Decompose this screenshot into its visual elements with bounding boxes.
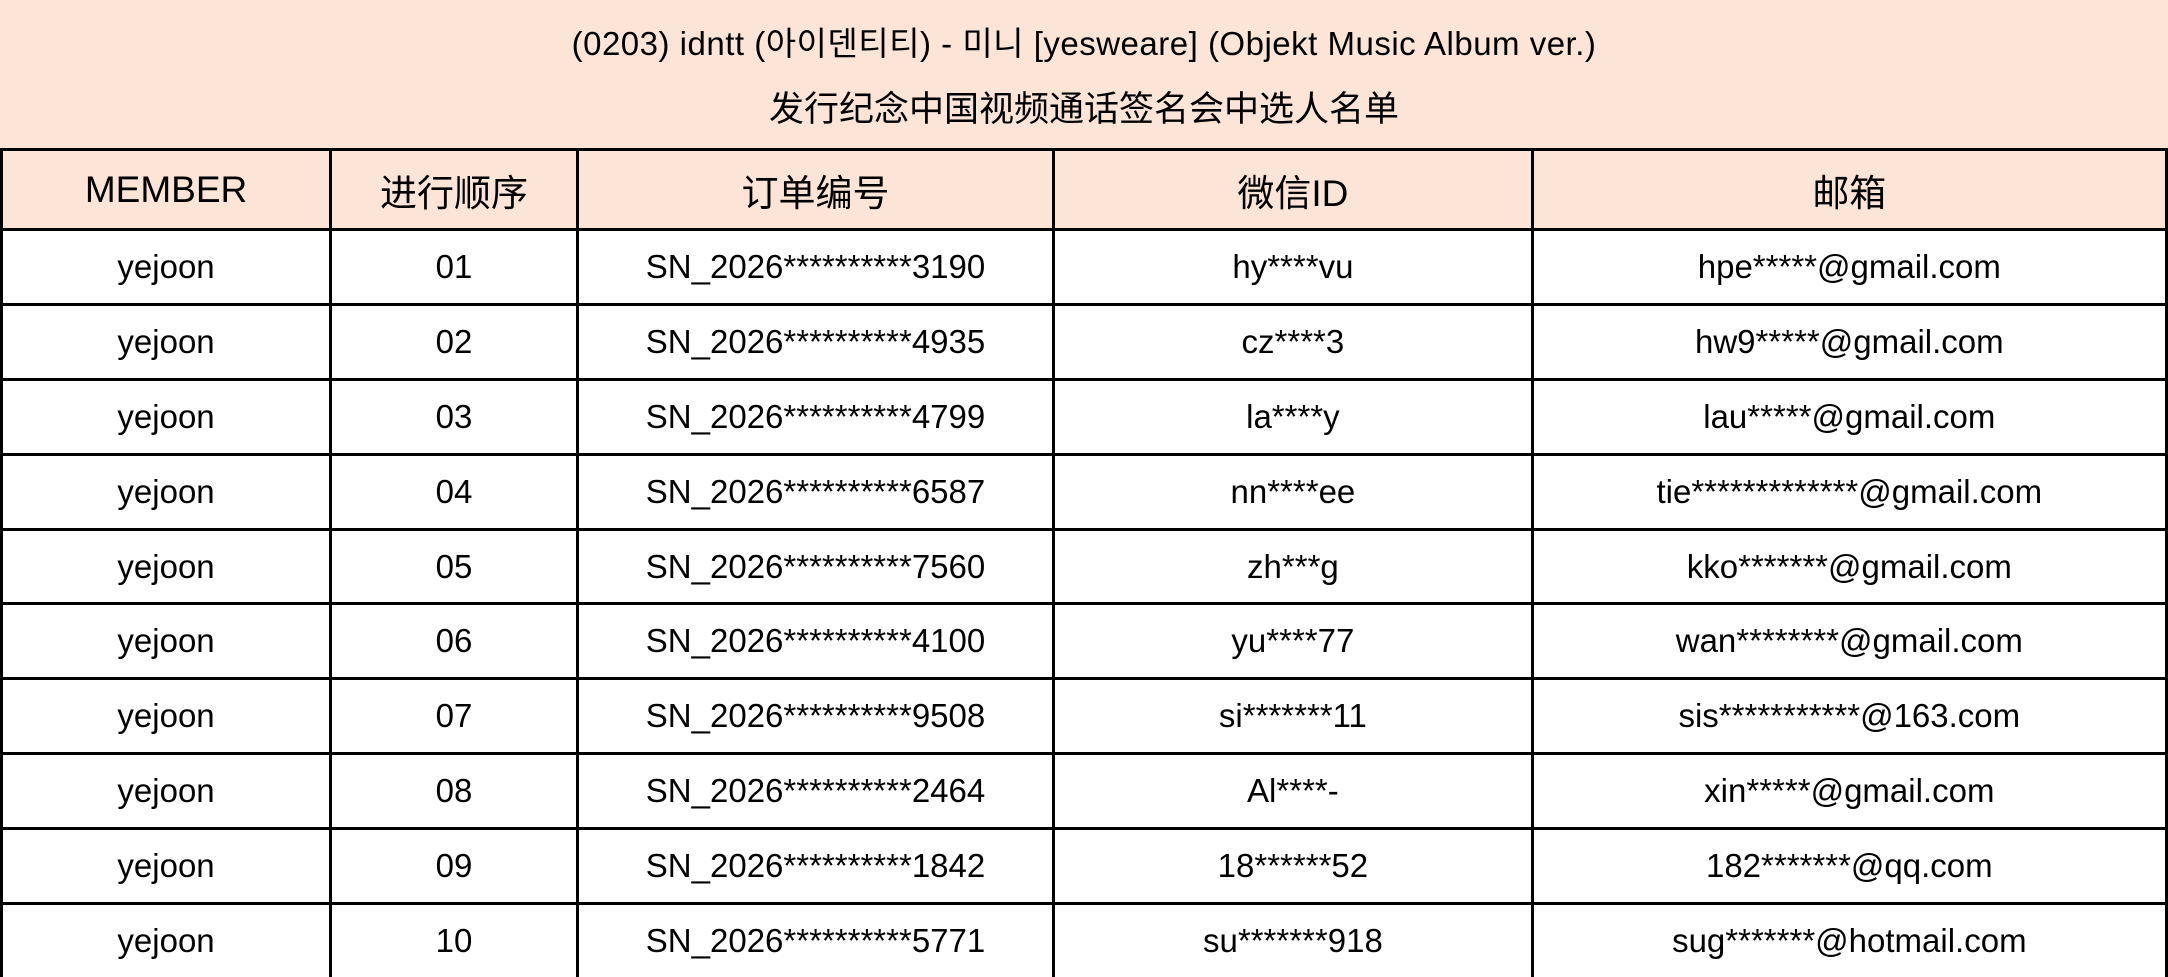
cell-member: yejoon: [0, 302, 333, 381]
cell-email: wan********@gmail.com: [1530, 602, 2168, 681]
document-title: (0203) idntt (아이덴티티) - 미니 [yesweare] (Ob…: [0, 0, 2168, 148]
table-row: yejoon 08 SN_2026**********2464 Al****- xin*…: [0, 752, 2168, 831]
cell-order: 02: [329, 302, 579, 381]
cell-order-number: SN_2026**********2464: [575, 752, 1056, 831]
cell-member: yejoon: [0, 827, 333, 906]
cell-order-number: SN_2026**********4799: [575, 377, 1056, 456]
cell-member: yejoon: [0, 228, 333, 306]
cell-order-number: SN_2026**********5771: [575, 902, 1056, 977]
cell-order-number: SN_2026**********4100: [575, 602, 1056, 681]
cell-order: 08: [329, 752, 579, 831]
cell-email: 182*******@qq.com: [1530, 827, 2168, 906]
table-row: yejoon 09 SN_2026**********1842 18******52 1…: [0, 827, 2168, 906]
title-line-2: 发行纪念中国视频通话签名会中选人名单: [768, 89, 1399, 129]
title-line-1: (0203) idntt (아이덴티티) - 미니 [yesweare] (Ob…: [571, 24, 1597, 62]
table-row: yejoon 10 SN_2026**********5771 su*******91…: [0, 902, 2168, 977]
cell-order-number: SN_2026**********4935: [575, 302, 1056, 381]
cell-order: 01: [329, 228, 579, 306]
cell-wechat-id: 18******52: [1052, 827, 1534, 906]
cell-order-number: SN_2026**********6587: [575, 452, 1056, 531]
table-row: yejoon 03 SN_2026**********4799 la****y lau*…: [0, 377, 2168, 456]
cell-wechat-id: yu****77: [1052, 602, 1534, 681]
table-row: yejoon 06 SN_2026**********4100 yu****77 wan…: [0, 602, 2168, 681]
cell-email: kko*******@gmail.com: [1530, 527, 2168, 606]
cell-member: yejoon: [0, 752, 333, 831]
col-header-order-number: 订单编号: [575, 148, 1056, 231]
cell-order-number: SN_2026**********1842: [575, 827, 1056, 906]
cell-wechat-id: la****y: [1052, 377, 1534, 456]
cell-order: 05: [329, 527, 579, 606]
table-header: MEMBER 进行顺序 订单编号 微信ID 邮箱: [0, 148, 2168, 231]
cell-email: tie*************@gmail.com: [1530, 452, 2168, 531]
col-header-member: MEMBER: [0, 148, 333, 231]
table-row: yejoon 05 SN_2026**********7560 zh***g kko**…: [0, 527, 2168, 606]
cell-order: 06: [329, 602, 579, 681]
cell-member: yejoon: [0, 602, 333, 681]
cell-member: yejoon: [0, 902, 333, 977]
cell-order: 07: [329, 677, 579, 756]
cell-member: yejoon: [0, 452, 333, 531]
cell-wechat-id: zh***g: [1052, 527, 1534, 606]
cell-email: lau*****@gmail.com: [1530, 377, 2168, 456]
cell-order: 04: [329, 452, 579, 531]
cell-order: 10: [329, 902, 579, 977]
cell-order: 03: [329, 377, 579, 456]
cell-wechat-id: si*******11: [1052, 677, 1534, 756]
cell-order-number: SN_2026**********9508: [575, 677, 1056, 756]
cell-wechat-id: su*******918: [1052, 902, 1534, 977]
winner-table: MEMBER 进行顺序 订单编号 微信ID 邮箱 yejoon 01 SN_2026…: [0, 148, 2168, 977]
cell-email: hw9*****@gmail.com: [1530, 302, 2168, 381]
cell-order-number: SN_2026**********3190: [575, 228, 1056, 306]
col-header-wechat-id: 微信ID: [1052, 148, 1534, 231]
cell-wechat-id: hy****vu: [1052, 228, 1534, 306]
cell-member: yejoon: [0, 677, 333, 756]
col-header-email: 邮箱: [1530, 148, 2168, 231]
cell-email: xin*****@gmail.com: [1530, 752, 2168, 831]
cell-order-number: SN_2026**********7560: [575, 527, 1056, 606]
cell-order: 09: [329, 827, 579, 906]
cell-member: yejoon: [0, 527, 333, 606]
cell-wechat-id: nn****ee: [1052, 452, 1534, 531]
table-row: yejoon 02 SN_2026**********4935 cz****3 hw9*…: [0, 302, 2168, 381]
table-row: yejoon 07 SN_2026**********9508 si*******11…: [0, 677, 2168, 756]
cell-wechat-id: cz****3: [1052, 302, 1534, 381]
table-row: yejoon 01 SN_2026**********3190 hy****vu hpe…: [0, 228, 2168, 306]
cell-wechat-id: Al****-: [1052, 752, 1534, 831]
header-row: MEMBER 进行顺序 订单编号 微信ID 邮箱: [0, 148, 2168, 231]
col-header-order: 进行顺序: [329, 148, 579, 231]
table-body: yejoon 01 SN_2026**********3190 hy****vu hpe…: [0, 228, 2168, 977]
cell-email: sug*******@hotmail.com: [1530, 902, 2168, 977]
cell-email: sis***********@163.com: [1530, 677, 2168, 756]
cell-email: hpe*****@gmail.com: [1530, 228, 2168, 306]
cell-member: yejoon: [0, 377, 333, 456]
table-row: yejoon 04 SN_2026**********6587 nn****ee tie…: [0, 452, 2168, 531]
